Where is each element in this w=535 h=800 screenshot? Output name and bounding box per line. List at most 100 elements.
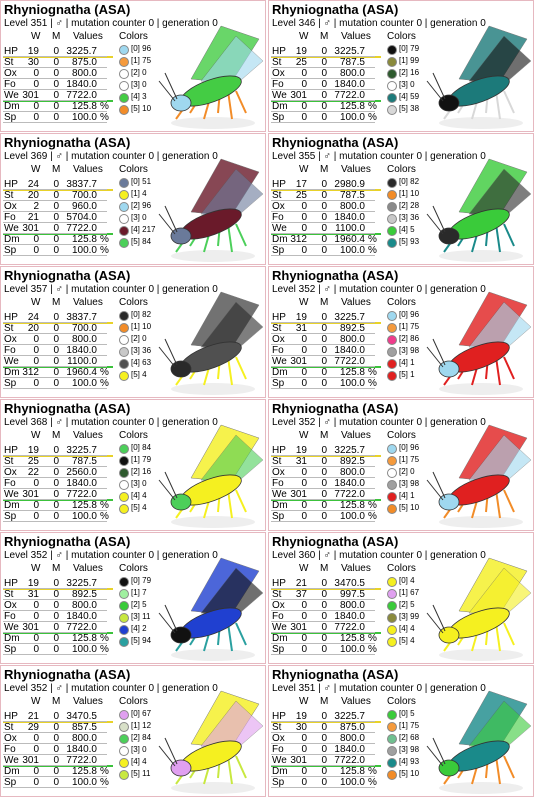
stat-value: 1100.0 (67, 356, 97, 367)
stat-m: 0 (321, 367, 327, 378)
creature-part (171, 383, 255, 395)
color-swatch (119, 202, 129, 212)
creature-part (432, 338, 446, 366)
creature-part (426, 745, 444, 767)
stat-name: St (4, 589, 14, 600)
stat-w: 0 (33, 644, 39, 655)
color-swatch (119, 57, 129, 67)
stat-w: 0 (301, 733, 307, 744)
creature-image (158, 690, 264, 794)
row-line (3, 776, 107, 777)
stat-m: 0 (321, 589, 327, 600)
stat-value: 3837.7 (66, 312, 97, 323)
stat-name: Sp (272, 112, 285, 123)
stat-w: 301 (290, 489, 307, 500)
row-line (271, 333, 375, 334)
color-swatch (119, 190, 129, 200)
creature-part (495, 356, 501, 386)
row-line (3, 233, 107, 234)
stat-name: St (272, 190, 282, 201)
creature-part (164, 604, 178, 632)
stat-w: 20 (27, 190, 39, 201)
creature-part (235, 489, 247, 513)
color-label: [3] 0 (399, 80, 415, 89)
stat-m: 0 (321, 179, 327, 190)
creature-part (170, 493, 192, 511)
stat-m: 0 (53, 500, 59, 511)
creature-image (158, 424, 264, 528)
color-swatch (119, 323, 129, 333)
color-label: [4] 59 (399, 92, 420, 101)
stat-m: 0 (53, 489, 59, 500)
creature-part (495, 223, 501, 253)
creature-part (503, 90, 515, 114)
row-line (271, 488, 375, 489)
stat-name: HP (272, 46, 286, 57)
stat-card: Rhyniognatha (ASA) Level 346 | ♂ | mutati… (268, 0, 534, 132)
row-line (3, 211, 107, 212)
row-line (3, 388, 107, 389)
creature-part (432, 604, 446, 632)
stat-name: Ox (272, 68, 285, 79)
stat-value: 800.0 (339, 334, 365, 345)
stat-value: 1840.0 (334, 79, 365, 90)
color-label: [3] 11 (131, 612, 151, 621)
stat-m: 0 (321, 500, 327, 511)
header-m: M (52, 164, 61, 175)
color-swatch (119, 758, 129, 768)
stat-value: 1840.0 (334, 212, 365, 223)
color-swatch (387, 734, 397, 744)
stat-m: 0 (53, 234, 59, 245)
color-label: [0] 96 (399, 443, 420, 452)
stat-w: 31 (295, 456, 307, 467)
stat-w: 0 (301, 744, 307, 755)
stat-unit: % (368, 367, 377, 378)
stat-m: 0 (321, 112, 327, 123)
row-line (3, 765, 107, 766)
row-line (271, 477, 375, 478)
card-title: Rhyniognatha (ASA) (4, 667, 131, 682)
stat-value: 100.0 (71, 511, 97, 522)
stat-value: 100.0 (339, 777, 365, 788)
stat-m: 0 (53, 57, 59, 68)
stat-w: 22 (27, 467, 39, 478)
color-swatch (119, 480, 129, 490)
stat-w: 0 (33, 345, 39, 356)
stat-w: 0 (33, 633, 39, 644)
stat-w: 31 (295, 323, 307, 334)
color-label: [1] 4 (131, 189, 147, 198)
level-line: Level 352 | ♂ | mutation counter 0 | gen… (4, 683, 218, 694)
color-label: [1] 12 (131, 721, 152, 730)
stat-name: Sp (272, 378, 285, 389)
stat-value: 800.0 (339, 600, 365, 611)
header-w: W (299, 297, 309, 308)
stat-m: 0 (321, 644, 327, 655)
header-m: M (52, 563, 61, 574)
stat-name: Sp (4, 245, 17, 256)
stat-w: 0 (33, 600, 39, 611)
color-swatch (387, 57, 397, 67)
creature-part (171, 117, 255, 129)
stat-m: 0 (53, 112, 59, 123)
highlight-green (3, 632, 113, 634)
stat-value: 787.5 (339, 190, 365, 201)
color-swatch (387, 492, 397, 502)
stat-unit: % (368, 101, 377, 112)
color-label: [1] 75 (399, 455, 420, 464)
row-line (3, 111, 107, 112)
card-title: Rhyniognatha (ASA) (4, 268, 131, 283)
level-line: Level 352 | ♂ | mutation counter 0 | gen… (272, 417, 486, 428)
stat-value: 3470.5 (66, 711, 97, 722)
color-swatch (119, 613, 129, 623)
stat-name: Fo (4, 345, 16, 356)
stat-unit: % (100, 500, 109, 511)
creature-part (170, 626, 192, 644)
color-label: [2] 86 (399, 334, 420, 343)
row-line (3, 599, 107, 600)
stat-value: 960.0 (71, 201, 97, 212)
stat-w: 29 (27, 722, 39, 733)
stat-w: 19 (295, 711, 307, 722)
row-line (271, 776, 375, 777)
stat-m: 0 (53, 323, 59, 334)
creature-part (426, 612, 444, 634)
